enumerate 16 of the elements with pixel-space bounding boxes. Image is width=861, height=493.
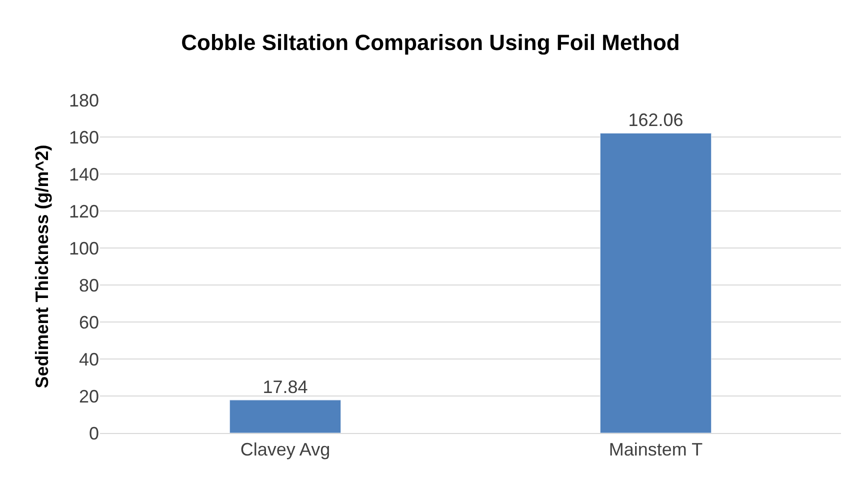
y-tick-label: 180: [68, 90, 99, 110]
y-tick-label: 120: [68, 201, 99, 222]
y-tick-label: 60: [78, 312, 99, 332]
chart-title: Cobble Siltation Comparison Using Foil Method: [181, 30, 680, 55]
x-tick-label: Mainstem T: [608, 440, 703, 460]
y-tick-label: 40: [78, 349, 99, 370]
y-tick-label: 100: [68, 238, 99, 258]
y-tick-label: 0: [88, 423, 99, 444]
y-tick-label: 160: [68, 127, 99, 148]
y-axis-title: Sediment Thickness (g/m^2): [32, 144, 52, 388]
x-tick-label: Clavey Avg: [240, 440, 330, 460]
data-label: 162.06: [628, 110, 684, 130]
data-label: 17.84: [262, 377, 308, 397]
y-tick-label: 20: [78, 386, 99, 406]
y-tick-label: 80: [78, 275, 99, 296]
y-tick-label: 140: [68, 164, 99, 184]
